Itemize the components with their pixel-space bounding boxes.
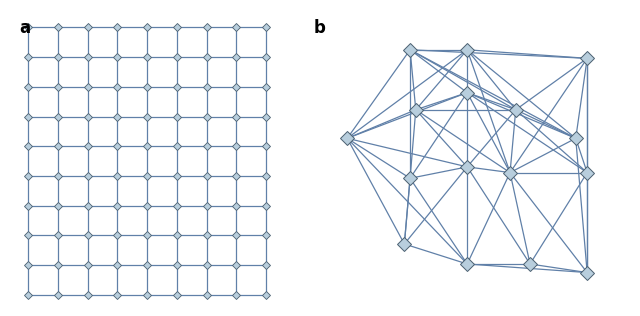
Text: a: a	[19, 19, 30, 37]
Text: b: b	[313, 19, 325, 37]
